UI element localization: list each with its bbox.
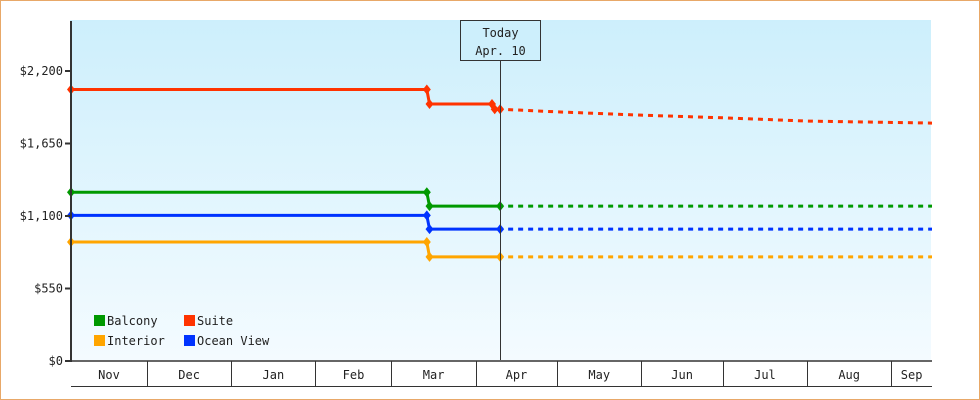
x-tick-label: Dec xyxy=(178,368,200,382)
x-tick-label: Jan xyxy=(263,368,285,382)
point-ocean-view xyxy=(422,210,431,221)
y-tick-label: $1,100 xyxy=(20,209,63,223)
x-tick-label: May xyxy=(588,368,610,382)
y-tick-label: $1,650 xyxy=(20,137,63,151)
y-tick-label: $2,200 xyxy=(20,64,63,78)
line-interior-actual xyxy=(71,240,501,259)
point-suite xyxy=(422,84,431,95)
today-marker: Today Apr. 10 xyxy=(460,20,541,360)
point-suite xyxy=(425,98,434,109)
today-box xyxy=(460,20,541,61)
line-suite-forecast xyxy=(500,107,933,125)
today-date: Apr. 10 xyxy=(475,44,526,58)
today-label: Today xyxy=(482,26,518,40)
point-balcony xyxy=(425,201,434,212)
point-interior xyxy=(425,251,434,262)
x-tick-label: Aug xyxy=(838,368,860,382)
legend: Balcony Suite Interior Ocean View xyxy=(94,314,270,348)
legend-swatch-interior xyxy=(94,335,105,346)
x-tick-label: Apr xyxy=(506,368,528,382)
x-tick-label: Jun xyxy=(671,368,693,382)
point-ocean-view xyxy=(425,224,434,235)
legend-label-balcony: Balcony xyxy=(107,314,158,328)
legend-swatch-suite xyxy=(184,315,195,326)
y-tick-label: $550 xyxy=(34,282,63,296)
axes-layer: $0 $550 $1,100 $1,650 $2,200 Nov Dec Jan Feb Mar A… xyxy=(20,21,932,387)
x-tick-label: Jul xyxy=(754,368,776,382)
point-suite xyxy=(490,104,499,115)
line-balcony-actual xyxy=(71,190,501,208)
line-ocean-view-actual xyxy=(71,213,501,231)
series-layer xyxy=(67,84,933,262)
y-tick-label: $0 xyxy=(49,354,63,368)
point-balcony xyxy=(422,187,431,198)
legend-swatch-balcony xyxy=(94,315,105,326)
legend-label-interior: Interior xyxy=(107,334,165,348)
legend-label-suite: Suite xyxy=(197,314,233,328)
x-tick-label: Sep xyxy=(901,368,923,382)
legend-label-ocean-view: Ocean View xyxy=(197,334,270,348)
x-tick-label: Feb xyxy=(343,368,365,382)
legend-swatch-ocean-view xyxy=(184,335,195,346)
x-tick-label: Nov xyxy=(98,368,120,382)
series-balcony xyxy=(67,187,932,212)
x-tick-label: Mar xyxy=(423,368,445,382)
point-interior xyxy=(422,236,431,247)
